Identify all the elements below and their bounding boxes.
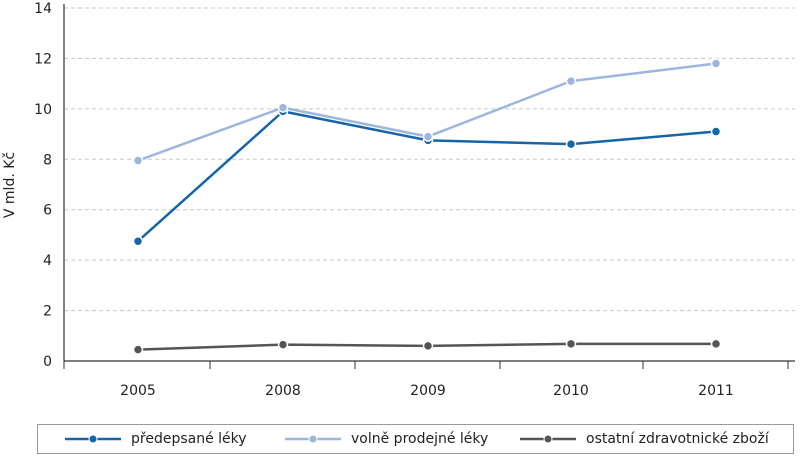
legend-item: ostatní zdravotnické zboží <box>518 425 769 453</box>
y-axis-title: V mld. Kč <box>2 152 18 218</box>
legend-swatch <box>520 434 576 444</box>
x-tick-label: 2011 <box>698 383 734 399</box>
data-point <box>132 155 144 166</box>
data-point <box>565 75 577 87</box>
x-tick-label: 2008 <box>265 383 301 399</box>
data-point <box>710 338 722 350</box>
legend-label: ostatní zdravotnické zboží <box>586 431 769 447</box>
x-tick-label: 2005 <box>120 383 156 399</box>
legend-swatch-marker <box>88 434 98 444</box>
data-point <box>565 138 577 150</box>
series-lines <box>132 58 722 355</box>
series-line <box>137 110 717 243</box>
y-tick-label: 0 <box>43 354 52 370</box>
y-tick-label: 4 <box>43 253 52 269</box>
y-tick-label: 2 <box>43 304 52 320</box>
legend-swatch <box>285 434 341 444</box>
legend-item: volně prodejné léky <box>283 425 488 453</box>
data-point <box>422 131 434 142</box>
legend: předepsané léky volně prodejné léky ostatn… <box>37 424 794 454</box>
series-line <box>137 62 717 162</box>
y-tick-label: 12 <box>34 51 52 67</box>
legend-swatch <box>65 434 121 444</box>
y-axis-ticks: 0 2 4 6 8 10 12 14 <box>34 1 52 370</box>
legend-label: předepsané léky <box>131 431 247 447</box>
x-axis: 2005 2008 2009 2010 2011 <box>63 4 795 399</box>
y-tick-label: 14 <box>34 1 52 17</box>
legend-swatch-marker <box>308 434 318 444</box>
data-point <box>132 235 144 247</box>
y-tick-label: 8 <box>43 152 52 168</box>
line-chart: 0 2 4 6 8 10 12 14 2005 2008 2009 2010 2011 V mld. … <box>2 1 795 399</box>
data-point <box>710 58 722 69</box>
gridlines <box>64 7 795 312</box>
legend-item: předepsané léky <box>63 425 247 453</box>
y-tick-label: 6 <box>43 203 52 219</box>
data-point <box>710 126 722 137</box>
legend-swatch-marker <box>543 434 553 444</box>
x-tick-label: 2009 <box>410 383 446 399</box>
data-point <box>277 339 289 350</box>
legend-label: volně prodejné léky <box>351 431 489 447</box>
data-point <box>565 338 577 350</box>
data-point <box>132 344 144 355</box>
x-tick-label: 2010 <box>553 383 589 399</box>
data-point <box>277 102 289 113</box>
y-tick-label: 10 <box>34 102 52 118</box>
data-point <box>422 340 434 352</box>
